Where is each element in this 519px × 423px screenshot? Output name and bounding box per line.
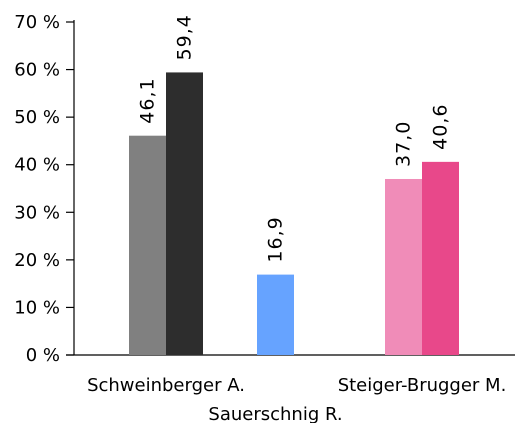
bar-value-label: 37,0	[393, 121, 415, 167]
bar-value-label: 59,4	[174, 14, 196, 60]
bar	[129, 135, 166, 355]
y-tick-label: 40 %	[14, 155, 60, 176]
x-category-label: Schweinberger A.	[87, 375, 245, 396]
axes: 0 % 10 % 20 % 30 % 40 % 50 % 60 % 70 %	[14, 12, 515, 366]
y-tick-label: 20 %	[14, 250, 60, 271]
x-category-label: Sauerschnig R.	[208, 404, 342, 423]
bar-value-label: 40,6	[430, 104, 452, 150]
category-labels: Schweinberger A. Sauerschnig R. Steiger-Br…	[87, 375, 506, 423]
bar	[422, 161, 459, 355]
x-category-label: Steiger-Brugger M.	[338, 375, 507, 396]
y-tick-label: 60 %	[14, 60, 60, 81]
y-tick-label: 70 %	[14, 12, 60, 33]
bar	[257, 274, 294, 355]
bars	[129, 72, 459, 355]
y-tick-label: 30 %	[14, 202, 60, 223]
bar-value-label: 16,9	[265, 216, 287, 262]
bar	[166, 72, 203, 355]
data-labels: 46,1 59,4 16,9 37,0 40,6	[137, 14, 452, 262]
y-tick-label: 50 %	[14, 107, 60, 128]
bar-value-label: 46,1	[137, 77, 159, 123]
y-tick-label: 0 %	[26, 345, 60, 366]
bar	[385, 178, 422, 355]
y-tick-label: 10 %	[14, 297, 60, 318]
